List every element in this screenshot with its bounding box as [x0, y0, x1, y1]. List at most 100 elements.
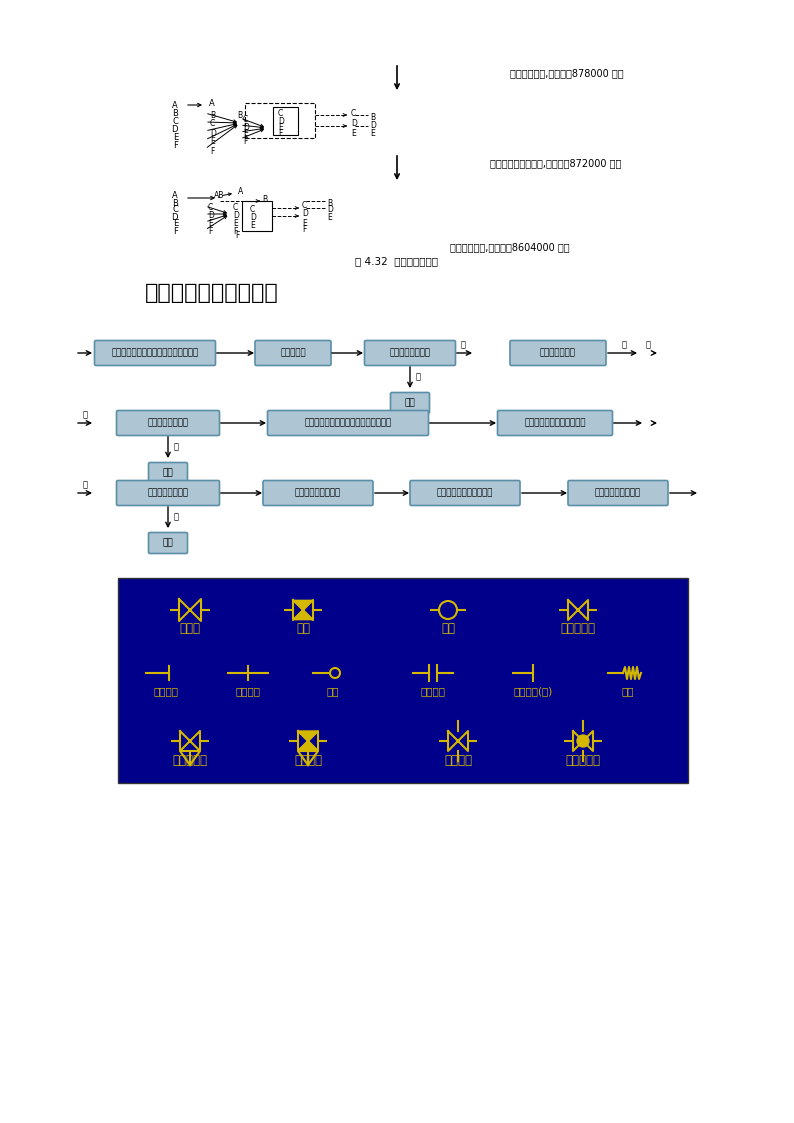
Text: 螺纹管帽: 螺纹管帽: [153, 686, 179, 696]
Text: C: C: [172, 117, 178, 126]
FancyBboxPatch shape: [117, 411, 219, 436]
Text: D: D: [278, 117, 284, 126]
FancyBboxPatch shape: [268, 411, 429, 436]
Text: 是: 是: [83, 481, 87, 490]
Text: D: D: [351, 119, 357, 128]
Text: E: E: [210, 137, 214, 146]
Bar: [118, 578, 688, 783]
FancyBboxPatch shape: [364, 340, 456, 365]
Text: E: E: [370, 129, 375, 138]
Text: D: D: [172, 212, 178, 221]
Polygon shape: [298, 741, 318, 751]
Text: 四通旋塞阀: 四通旋塞阀: [565, 755, 600, 767]
Text: 三通截止阀: 三通截止阀: [172, 755, 207, 767]
FancyBboxPatch shape: [568, 481, 668, 505]
Text: B: B: [172, 199, 178, 208]
Text: E: E: [173, 219, 178, 228]
Text: 施工设计，提出预算: 施工设计，提出预算: [295, 489, 341, 497]
Text: 截止阀: 截止阀: [179, 621, 201, 634]
Text: A: A: [172, 100, 178, 110]
Text: 直流截止阀: 直流截止阀: [561, 621, 596, 634]
Text: E: E: [173, 133, 178, 141]
Text: B: B: [262, 194, 267, 203]
FancyBboxPatch shape: [391, 393, 430, 413]
Text: E: E: [208, 219, 213, 228]
Text: B: B: [172, 109, 178, 118]
FancyBboxPatch shape: [410, 481, 520, 505]
Text: 最终调优结果,年费用为8604000 美元: 最终调优结果,年费用为8604000 美元: [450, 241, 569, 252]
Polygon shape: [298, 731, 318, 741]
Text: B: B: [210, 110, 215, 119]
Text: 编写设计任务书（并经主管部门认可）: 编写设计任务书（并经主管部门认可）: [304, 419, 391, 428]
Text: E: E: [351, 128, 356, 137]
Text: E: E: [278, 124, 283, 133]
Text: 终止: 终止: [163, 539, 173, 548]
FancyBboxPatch shape: [263, 481, 373, 505]
Text: 否: 否: [415, 373, 421, 382]
Text: 扩大初步设计，提出总概算: 扩大初步设计，提出总概算: [524, 419, 586, 428]
Text: 否: 否: [174, 512, 179, 521]
Text: E: E: [250, 220, 255, 229]
Text: 否: 否: [174, 442, 179, 451]
Text: C: C: [243, 116, 249, 125]
Text: 是: 是: [622, 340, 626, 349]
Text: C: C: [210, 119, 215, 128]
Bar: [273, 107, 298, 135]
Text: F: F: [302, 226, 306, 235]
Polygon shape: [293, 600, 313, 610]
Text: 管帽: 管帽: [327, 686, 339, 696]
Text: 主管部门进行评价: 主管部门进行评价: [148, 489, 188, 497]
Text: D: D: [250, 212, 256, 221]
Text: C: C: [233, 203, 238, 212]
FancyBboxPatch shape: [148, 532, 187, 554]
Text: 是: 是: [461, 340, 465, 349]
Text: 开发成果，货源条件产品需求发展规划: 开发成果，货源条件产品需求发展规划: [111, 348, 198, 357]
Text: D: D: [208, 211, 214, 220]
Text: C: C: [278, 110, 283, 119]
Text: D: D: [370, 121, 376, 130]
Text: 管端盲板: 管端盲板: [236, 686, 260, 696]
Bar: [242, 201, 272, 231]
Text: D: D: [233, 211, 239, 220]
Text: F: F: [235, 231, 239, 240]
Text: F: F: [208, 228, 212, 237]
Text: C: C: [302, 201, 307, 210]
Text: A: A: [172, 192, 178, 201]
Text: F: F: [173, 140, 178, 149]
Text: 化工厂设计的工作程序: 化工厂设计的工作程序: [145, 283, 279, 303]
Text: E: E: [327, 212, 332, 221]
FancyBboxPatch shape: [94, 340, 215, 365]
Circle shape: [577, 734, 589, 747]
Text: 鹤管: 鹤管: [622, 686, 634, 696]
Polygon shape: [293, 610, 313, 620]
Text: 投料试车，考核验收: 投料试车，考核验收: [595, 489, 641, 497]
Text: 是: 是: [83, 411, 87, 420]
FancyBboxPatch shape: [498, 411, 612, 436]
Text: F: F: [210, 146, 214, 155]
Text: 第一次内部调整方案,年费用为872000 美元: 第一次内部调整方案,年费用为872000 美元: [490, 158, 622, 168]
Text: F: F: [278, 129, 283, 138]
Text: 球阀: 球阀: [441, 621, 455, 634]
FancyBboxPatch shape: [117, 481, 219, 505]
Text: A: A: [238, 188, 243, 197]
Text: 终止: 终止: [405, 399, 415, 408]
FancyBboxPatch shape: [510, 340, 606, 365]
Text: C: C: [208, 203, 214, 212]
Bar: [245, 103, 315, 138]
Text: 图 4.32  调优过程及结果: 图 4.32 调优过程及结果: [355, 256, 438, 266]
Text: E: E: [243, 129, 248, 138]
Text: 是: 是: [646, 340, 650, 349]
Text: 初始顺序方案,年费用为878000 美元: 初始顺序方案,年费用为878000 美元: [510, 69, 623, 77]
Text: 主管部门进行评价: 主管部门进行评价: [148, 419, 188, 428]
Text: B: B: [237, 110, 242, 119]
FancyBboxPatch shape: [148, 463, 187, 484]
Text: 法兰连接: 法兰连接: [421, 686, 445, 696]
Text: E: E: [233, 219, 237, 228]
Text: C: C: [351, 109, 357, 118]
Text: D: D: [302, 210, 308, 219]
Text: 三通球阀: 三通球阀: [294, 755, 322, 767]
Text: 闸阀: 闸阀: [296, 621, 310, 634]
Text: 组织施工，制定开车方案: 组织施工，制定开车方案: [437, 489, 493, 497]
Text: D: D: [327, 206, 333, 214]
Text: A: A: [209, 99, 214, 108]
